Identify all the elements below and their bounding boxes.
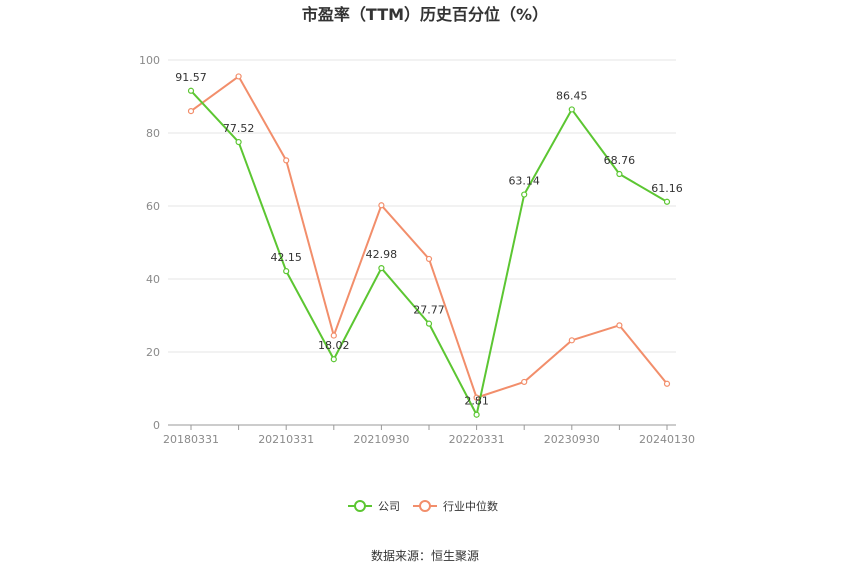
data-point — [616, 170, 623, 178]
x-tick-label: 20210331 — [258, 433, 314, 446]
x-axis-ticks: 20180331 20210331 20210930 20220331 20230930… — [163, 433, 695, 446]
legend-swatch-marker — [419, 500, 431, 512]
data-point — [616, 322, 623, 329]
data-point — [425, 320, 433, 327]
data-point — [283, 157, 290, 164]
y-tick-label: 100 — [139, 54, 160, 67]
data-label: 2.81 — [464, 395, 489, 408]
x-tick-label: 20240130 — [639, 433, 695, 446]
data-point — [283, 268, 290, 275]
data-point — [473, 411, 480, 418]
data-label: 91.57 — [175, 71, 207, 84]
data-point — [330, 332, 337, 339]
x-axis — [168, 424, 676, 430]
y-tick-label: 0 — [153, 419, 160, 432]
data-point — [235, 138, 242, 146]
data-point — [378, 265, 385, 272]
y-tick-label: 60 — [146, 200, 160, 213]
legend-label: 公司 — [378, 500, 400, 513]
data-point — [235, 73, 242, 80]
data-label: 27.77 — [413, 304, 445, 317]
data-point — [568, 106, 575, 113]
data-point — [663, 380, 671, 387]
data-point — [663, 198, 671, 205]
legend: 公司 行业中位数 — [348, 499, 498, 513]
data-point — [521, 378, 528, 386]
x-tick-label: 20180331 — [163, 433, 219, 446]
data-point — [473, 394, 480, 401]
data-point — [378, 202, 385, 209]
y-tick-label: 80 — [146, 127, 160, 140]
series-group — [187, 73, 671, 418]
data-point — [187, 107, 195, 115]
x-tick-label: 20230930 — [544, 433, 600, 446]
data-label: 68.76 — [604, 154, 636, 167]
data-label: 77.52 — [223, 122, 255, 135]
grid-lines — [168, 59, 676, 353]
data-label: 61.16 — [651, 182, 683, 195]
y-tick-label: 20 — [146, 346, 160, 359]
legend-label: 行业中位数 — [443, 499, 498, 513]
x-tick-label: 20220331 — [449, 433, 505, 446]
y-tick-label: 40 — [146, 273, 160, 286]
data-point — [425, 255, 433, 263]
data-label: 42.15 — [270, 251, 302, 264]
data-point — [521, 191, 528, 198]
series-line-1 — [190, 75, 668, 399]
legend-swatch-marker — [354, 500, 366, 512]
data-label: 42.98 — [366, 248, 398, 261]
data-label: 63.14 — [508, 175, 540, 188]
data-labels: 91.57 77.52 42.15 18.02 42.98 27.77 2.81 63.14 8… — [175, 71, 683, 408]
series-line-0 — [190, 90, 668, 416]
data-point — [330, 356, 337, 363]
data-label: 86.45 — [556, 89, 588, 102]
chart-title: 市盈率（TTM）历史百分位（%） — [302, 5, 548, 24]
x-tick-label: 20210930 — [353, 433, 409, 446]
data-label: 18.02 — [318, 339, 350, 352]
data-point — [568, 337, 575, 344]
data-point — [187, 87, 195, 94]
y-axis-ticks: 0 20 40 60 80 100 — [139, 54, 160, 432]
source-note: 数据来源：恒生聚源 — [371, 548, 479, 563]
